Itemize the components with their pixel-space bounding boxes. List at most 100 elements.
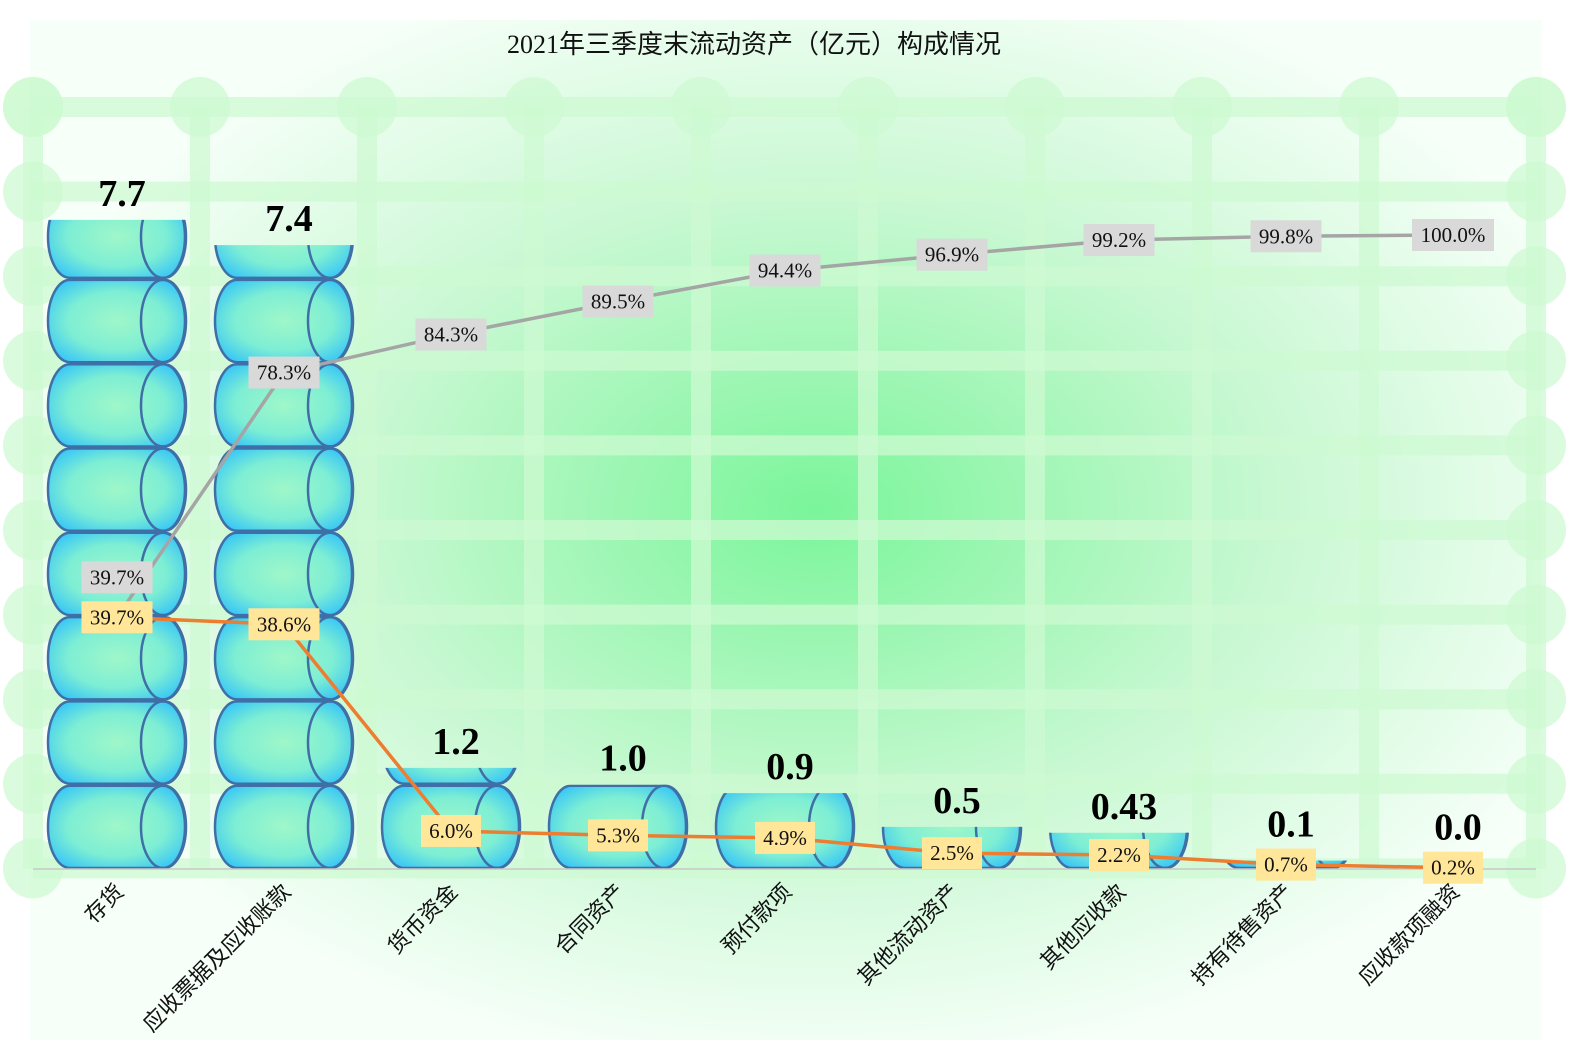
line-data-label: 84.3%	[415, 318, 487, 351]
cylinder-cap	[306, 784, 354, 870]
line-data-label: 99.8%	[1250, 220, 1322, 253]
grid-node	[1339, 77, 1399, 137]
cylinder-segment	[213, 447, 355, 533]
line-point-label: 2.5%	[930, 841, 974, 865]
bar-value-label: 1.2	[432, 721, 480, 763]
label-box	[421, 814, 481, 847]
bar: 7.4	[213, 198, 355, 870]
line-data-label: 2.5%	[922, 837, 982, 870]
bar-value-label: 0.0	[1434, 807, 1482, 849]
cylinder-cap	[306, 700, 354, 785]
label-box	[248, 356, 320, 389]
line-point-label: 0.2%	[1431, 856, 1475, 880]
cylinder-cap	[1317, 860, 1347, 870]
cylinder-segment	[46, 362, 188, 448]
line-point-label: 4.9%	[763, 826, 807, 850]
grid-node	[1005, 77, 1065, 137]
grid-node	[170, 77, 230, 137]
line-data-label: 4.9%	[755, 821, 815, 854]
cylinder-cap	[139, 219, 187, 280]
label-box	[1083, 224, 1155, 257]
line-data-label: 78.3%	[248, 356, 320, 389]
cylinder-segment	[46, 447, 188, 533]
cylinder-segment	[213, 531, 355, 617]
cylinder-cap	[139, 362, 187, 448]
label-box	[916, 238, 988, 271]
cylinder-segment	[46, 700, 188, 785]
line-data-label: 0.7%	[1256, 848, 1316, 881]
bar: 0.0	[1434, 807, 1482, 849]
cylinder-segment	[46, 278, 188, 364]
line-data-label: 89.5%	[582, 285, 654, 318]
cylinder-cap	[139, 784, 187, 870]
label-box	[248, 608, 320, 641]
line-point-label: 94.4%	[758, 259, 812, 283]
cylinder-segment	[213, 278, 355, 364]
line-data-label: 0.2%	[1423, 851, 1483, 884]
line-point-label: 84.3%	[424, 323, 478, 347]
bar: 0.5	[881, 780, 1023, 870]
grid-node	[337, 77, 397, 137]
line-point-label: 99.8%	[1259, 224, 1313, 248]
line-point-label: 89.5%	[591, 290, 645, 314]
bar-value-label: 0.43	[1091, 786, 1158, 828]
line-data-label: 100.0%	[1412, 219, 1494, 251]
grid-node	[838, 77, 898, 137]
label-box	[588, 819, 648, 852]
label-box	[582, 285, 654, 318]
line-point-label: 39.7%	[90, 605, 144, 629]
grid-node	[3, 77, 63, 137]
grid-node	[1506, 77, 1566, 137]
label-box	[922, 837, 982, 870]
line-data-label: 2.2%	[1089, 839, 1149, 872]
line-point-label: 6.0%	[429, 819, 473, 843]
bar-value-label: 7.4	[265, 198, 313, 240]
cylinder-cap	[139, 447, 187, 533]
line-data-label: 6.0%	[421, 814, 481, 847]
cylinder-cap	[307, 245, 353, 280]
line-point-label: 0.7%	[1264, 853, 1308, 877]
line-point-label: 5.3%	[596, 823, 640, 847]
cylinder-cap	[1141, 832, 1189, 870]
bar-value-label: 1.0	[599, 738, 647, 780]
line-data-label: 39.7%	[81, 601, 153, 634]
cylinder-cap	[306, 615, 354, 701]
cylinder-segment	[385, 767, 517, 785]
label-box	[81, 601, 153, 634]
line-point-label: 78.3%	[257, 361, 311, 385]
line-point-label: 100.0%	[1421, 223, 1486, 247]
label-box	[415, 318, 487, 351]
cylinder-cap	[974, 826, 1022, 870]
cylinder-cap	[139, 278, 187, 364]
bar-value-label: 0.5	[933, 780, 981, 822]
line-point-label: 38.6%	[257, 612, 311, 636]
cylinder-segment	[46, 784, 188, 870]
line-data-label: 94.4%	[749, 254, 821, 287]
line-point-label: 96.9%	[925, 243, 979, 267]
bar-value-label: 0.1	[1267, 804, 1315, 846]
cylinder-cap	[139, 700, 187, 785]
bar-value-label: 0.9	[766, 746, 814, 788]
cylinder-segment	[213, 700, 355, 785]
label-box	[755, 821, 815, 854]
line-data-label: 96.9%	[916, 238, 988, 271]
cylinder-cap	[306, 531, 354, 617]
cylinder-cap	[306, 447, 354, 533]
cylinder-cap	[306, 362, 354, 448]
line-point-label: 2.2%	[1097, 843, 1141, 867]
grid-node	[504, 77, 564, 137]
chart-title: 2021年三季度末流动资产（亿元）构成情况	[507, 30, 1001, 59]
label-box	[1256, 848, 1316, 881]
line-data-label: 99.2%	[1083, 224, 1155, 257]
label-box	[1423, 851, 1483, 884]
cylinder-cap	[139, 615, 187, 701]
cylinder-cap	[478, 767, 516, 785]
label-box	[1250, 220, 1322, 253]
bar-value-label: 7.7	[98, 173, 146, 215]
line-point-label: 99.2%	[1092, 228, 1146, 252]
line-data-label: 5.3%	[588, 819, 648, 852]
line-point-label: 39.7%	[90, 565, 144, 589]
grid-node	[1172, 77, 1232, 137]
